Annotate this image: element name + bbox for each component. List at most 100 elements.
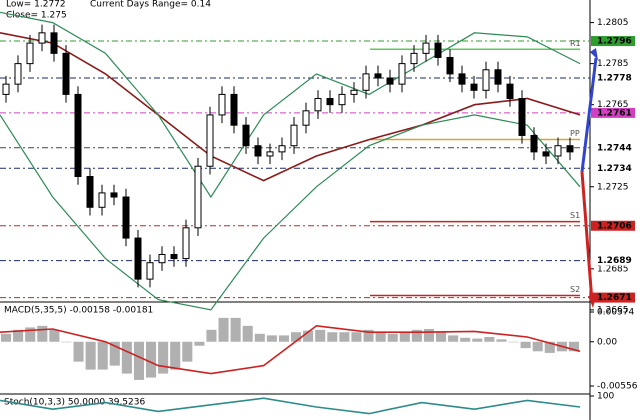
candle-body [554,145,562,157]
macd-bar [520,341,531,349]
indicator-line [0,32,581,182]
macd-bar [218,317,229,342]
price-tag [591,142,635,153]
candle-body [518,98,526,136]
macd-bar [1,333,12,342]
macd-bar [496,339,507,342]
candle-body [386,77,394,85]
candle-body [242,124,250,147]
indicator-line [0,114,581,311]
macd-bar [85,341,96,370]
candle-body [314,98,322,112]
candle-body [158,253,166,264]
macd-bar [375,332,386,342]
macd-bar [158,341,169,374]
candle-body [302,110,310,126]
candle-body [422,42,430,54]
price-tag-label: 1.2744 [597,143,632,153]
macd-bar [254,333,265,342]
info-range: Current Days Range= 0.14 [90,0,211,10]
macd-bar [170,341,181,370]
price-tag [591,107,635,118]
candle-body [362,73,370,91]
arrow-head [590,48,598,60]
candle-body [86,175,94,208]
price-tag-label: 1.2761 [597,108,632,118]
candle-body [50,32,58,54]
macd-bar [508,341,519,343]
macd-bar [278,335,289,342]
macd-bar [532,341,543,352]
candle-body [398,63,406,85]
price-tag [591,220,635,231]
candle-body [338,93,346,106]
candle-body [470,83,478,91]
macd-bar [544,341,555,353]
y-tick-label: 0.00374 [597,308,634,318]
candle-body [254,145,262,157]
macd-bar [436,332,447,342]
macd-bar [460,337,471,342]
macd-bar [97,341,108,370]
macd-bar [291,332,302,342]
macd-bar [25,327,36,342]
price-tag [591,255,635,266]
y-tick-label: 0.00 [597,337,617,347]
info-low: Low= 1.2772 [6,0,66,10]
candle-body [230,93,238,126]
macd-bar [339,332,350,342]
arrow-head [588,296,596,308]
indicator-line [0,397,581,415]
y-tick-label: 1.2725 [597,182,629,192]
info-close: Close= 1.275 [6,11,67,21]
y-tick-label: -0.00556 [597,382,638,392]
price-tag-label: 1.2689 [597,256,632,266]
candle-body [350,89,358,95]
macd-bar [109,341,120,366]
y-tick-label: 1.2665 [597,305,629,315]
candle-body [14,63,22,85]
macd-bar [206,329,217,342]
candle-body [506,83,514,100]
macd-bar [327,332,338,342]
macd-bar [146,341,157,378]
macd-bar [484,336,495,342]
candle-body [410,52,418,65]
candle-body [194,165,202,229]
macd-bar [351,332,362,342]
macd-bar [387,333,398,342]
macd-bar [448,335,459,342]
macd-bar [121,341,132,374]
candle-body [530,134,538,153]
y-tick-label: 1.2685 [597,264,629,274]
macd-bar [37,325,48,342]
forecast-arrow-up [580,57,598,173]
macd-bar [303,330,314,342]
candle-body [74,93,82,177]
macd-bar [49,329,60,342]
macd-bar [230,317,241,342]
price-tag-label: 1.2671 [597,293,632,303]
macd-bar [182,341,193,362]
candle-body [146,262,154,280]
candle-body [170,253,178,260]
candle-body [134,237,142,280]
candle-body [38,32,46,44]
price-tag-label: 1.2796 [597,37,632,47]
pivot-label: PP [570,129,580,138]
macd-title: MACD(5,35,5) -0.00158 -0.00181 [4,306,153,316]
macd-bar [423,329,434,342]
pivot-label: S2 [570,285,580,294]
macd-bar [568,341,579,352]
candle-body [218,93,226,116]
candle-body [374,73,382,79]
indicator-line [0,324,581,375]
candle-body [290,124,298,147]
macd-bar [133,341,144,380]
candle-body [206,114,214,167]
candle-body [278,145,286,153]
candle-body [566,145,574,153]
candle-body [26,42,34,65]
